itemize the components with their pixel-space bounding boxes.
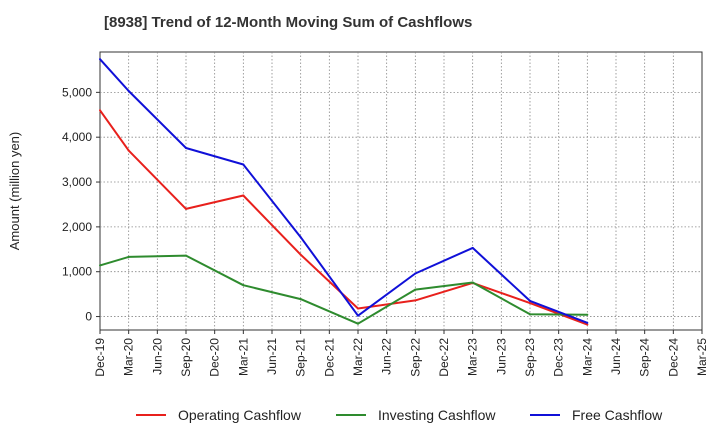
data-point <box>299 298 302 301</box>
x-tick-label: Sep-20 <box>179 338 193 377</box>
data-point <box>299 236 302 239</box>
axes: 0 1,000 2,000 3,000 4,000 5,000 Dec-19 Mar-20 Ju… <box>62 85 709 376</box>
x-tick-label: Jun-24 <box>609 338 623 375</box>
data-point <box>242 284 245 287</box>
x-tick-label: Sep-21 <box>294 338 308 377</box>
y-tick-label: 5,000 <box>62 85 92 99</box>
y-axis-label: Amount (million yen) <box>7 132 22 251</box>
x-tick-label: Dec-21 <box>322 338 336 377</box>
data-point <box>99 264 101 267</box>
series-line <box>99 109 588 326</box>
data-point <box>242 163 245 166</box>
data-point <box>99 58 101 61</box>
data-point <box>414 299 417 302</box>
y-tick-label: 2,000 <box>62 220 92 234</box>
series-line <box>99 58 588 324</box>
x-tick-label: Jun-20 <box>150 338 164 375</box>
data-point <box>185 254 187 257</box>
data-point <box>529 299 531 302</box>
data-point <box>127 149 130 152</box>
legend-label: Operating Cashflow <box>178 407 302 423</box>
data-point <box>127 90 130 93</box>
x-tick-label: Jun-23 <box>494 338 508 375</box>
y-tick-label: 1,000 <box>62 265 92 279</box>
y-tick-label: 3,000 <box>62 175 92 189</box>
series-line <box>99 254 588 325</box>
data-point <box>357 322 359 325</box>
x-tick-label: Sep-22 <box>408 338 422 377</box>
x-tick-label: Dec-23 <box>552 338 566 377</box>
x-tick-label: Mar-20 <box>122 338 136 376</box>
x-tick-label: Sep-24 <box>638 338 652 377</box>
plot-frame <box>99 51 703 331</box>
x-tick-label: Dec-24 <box>666 338 680 377</box>
grid <box>99 51 703 331</box>
data-point <box>185 207 187 210</box>
legend-label: Investing Cashflow <box>378 407 496 423</box>
x-tick-label: Dec-22 <box>437 338 451 377</box>
data-point <box>586 323 589 326</box>
x-tick-label: Mar-23 <box>466 338 480 376</box>
y-tick-label: 0 <box>85 310 92 324</box>
x-tick-label: Dec-20 <box>208 338 222 377</box>
data-point <box>242 194 245 197</box>
x-tick-label: Mar-24 <box>580 338 594 376</box>
x-tick-label: Dec-19 <box>93 338 107 377</box>
data-point <box>357 314 359 317</box>
x-tick-label: Jun-22 <box>380 338 394 375</box>
series-lines <box>99 58 589 326</box>
data-point <box>185 146 187 149</box>
x-tick-label: Mar-22 <box>351 338 365 376</box>
data-point <box>357 307 359 310</box>
chart-title: [8938] Trend of 12-Month Moving Sum of C… <box>104 14 473 31</box>
data-point <box>99 109 101 112</box>
x-tick-label: Sep-23 <box>523 338 537 377</box>
data-point <box>471 246 474 249</box>
data-point <box>414 288 417 291</box>
x-tick-label: Jun-21 <box>265 338 279 375</box>
legend: Operating Cashflow Investing Cashflow Free… <box>136 407 663 423</box>
data-point <box>586 321 589 324</box>
data-point <box>127 255 130 258</box>
y-tick-label: 4,000 <box>62 130 92 144</box>
data-point <box>471 281 474 284</box>
data-point <box>414 272 417 275</box>
data-point <box>529 302 531 305</box>
legend-label: Free Cashflow <box>572 407 663 423</box>
x-tick-label: Mar-21 <box>236 338 250 376</box>
data-point <box>586 313 589 316</box>
data-point <box>529 313 531 316</box>
x-tick-label: Mar-25 <box>695 338 709 376</box>
data-point <box>299 253 302 256</box>
